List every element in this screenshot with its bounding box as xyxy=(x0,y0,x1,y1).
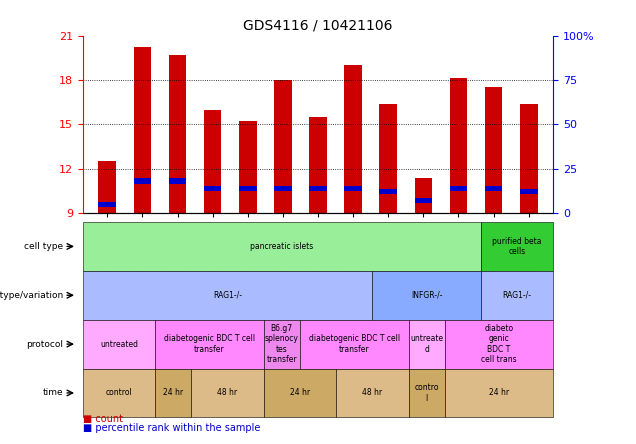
Text: pancreatic islets: pancreatic islets xyxy=(250,242,314,251)
Text: protocol: protocol xyxy=(27,340,64,349)
Bar xyxy=(450,186,467,191)
Bar xyxy=(520,103,537,213)
Title: GDS4116 / 10421106: GDS4116 / 10421106 xyxy=(243,19,393,33)
Bar xyxy=(380,189,397,194)
Text: diabeto
genic
BDC T
cell trans: diabeto genic BDC T cell trans xyxy=(481,324,517,364)
Bar xyxy=(204,186,221,191)
Text: 24 hr: 24 hr xyxy=(489,388,509,397)
Bar xyxy=(485,186,502,191)
Text: cell type: cell type xyxy=(24,242,64,251)
Text: B6.g7
splenocy
tes
transfer: B6.g7 splenocy tes transfer xyxy=(265,324,299,364)
Text: diabetogenic BDC T cell
transfer: diabetogenic BDC T cell transfer xyxy=(164,334,255,354)
Bar xyxy=(309,117,327,213)
Text: time: time xyxy=(43,388,64,397)
Text: ■ percentile rank within the sample: ■ percentile rank within the sample xyxy=(83,423,260,433)
Bar xyxy=(415,178,432,213)
Text: 48 hr: 48 hr xyxy=(218,388,238,397)
Bar xyxy=(415,198,432,203)
Bar xyxy=(239,186,256,191)
Bar xyxy=(520,189,537,194)
Text: RAG1-/-: RAG1-/- xyxy=(502,291,532,300)
Bar xyxy=(274,80,292,213)
Bar xyxy=(380,103,397,213)
Text: genotype/variation: genotype/variation xyxy=(0,291,64,300)
Text: diabetogenic BDC T cell
transfer: diabetogenic BDC T cell transfer xyxy=(308,334,400,354)
Bar xyxy=(450,79,467,213)
Bar xyxy=(239,121,256,213)
Text: 24 hr: 24 hr xyxy=(290,388,310,397)
Text: 48 hr: 48 hr xyxy=(363,388,382,397)
Text: INFGR-/-: INFGR-/- xyxy=(411,291,443,300)
Bar xyxy=(99,202,116,207)
Text: contro
l: contro l xyxy=(415,383,439,403)
Text: 24 hr: 24 hr xyxy=(163,388,183,397)
Text: untreate
d: untreate d xyxy=(410,334,443,354)
Bar xyxy=(344,186,362,191)
Text: control: control xyxy=(106,388,132,397)
Bar xyxy=(169,178,186,183)
Bar xyxy=(344,65,362,213)
Bar xyxy=(485,87,502,213)
Text: purified beta
cells: purified beta cells xyxy=(492,237,542,256)
Text: RAG1-/-: RAG1-/- xyxy=(213,291,242,300)
Bar xyxy=(134,178,151,183)
Text: ■ count: ■ count xyxy=(83,414,123,424)
Text: untreated: untreated xyxy=(100,340,138,349)
Bar xyxy=(274,186,292,191)
Bar xyxy=(134,48,151,213)
Bar xyxy=(204,110,221,213)
Bar xyxy=(309,186,327,191)
Bar xyxy=(99,161,116,213)
Bar xyxy=(169,55,186,213)
